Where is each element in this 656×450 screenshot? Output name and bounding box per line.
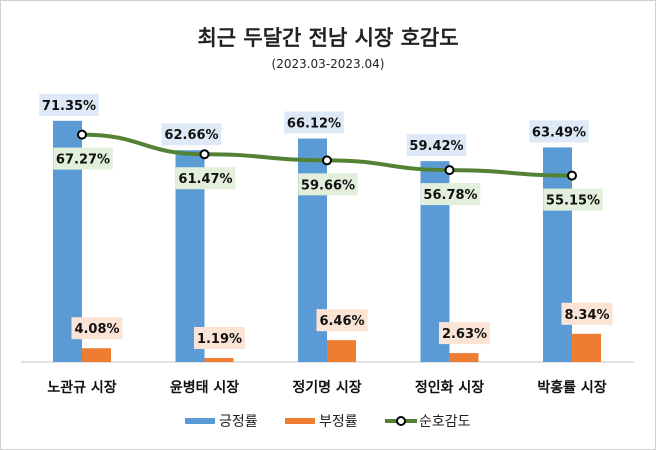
bar-negative bbox=[327, 340, 356, 362]
chart-subtitle: (2023.03-2023.04) bbox=[272, 57, 385, 71]
label-negative-bg bbox=[316, 309, 368, 332]
line-point bbox=[444, 165, 455, 176]
label-negative: 8.34% bbox=[564, 308, 609, 323]
legend-marker bbox=[396, 416, 406, 426]
label-net-bg bbox=[420, 183, 481, 206]
legend-label: 긍정률 bbox=[219, 414, 258, 430]
label-positive-bg bbox=[406, 134, 467, 157]
bar-negative bbox=[572, 333, 601, 362]
label-negative: 4.08% bbox=[74, 322, 119, 337]
category-label: 정인화 시장 bbox=[415, 379, 484, 396]
category-label: 박홍률 시장 bbox=[537, 379, 606, 396]
legend-swatch bbox=[185, 418, 215, 424]
label-negative: 6.46% bbox=[319, 314, 364, 329]
line-point bbox=[199, 149, 210, 160]
label-positive-bg bbox=[39, 93, 99, 116]
chart-title: 최근 두달간 전남 시장 호감도 bbox=[197, 26, 458, 50]
label-net-bg bbox=[175, 167, 236, 190]
legend: 긍정률 부정률 순호감도 bbox=[185, 414, 471, 430]
category-label: 노관규 시장 bbox=[47, 379, 116, 396]
label-net: 67.27% bbox=[56, 153, 110, 168]
legend-label: 순호감도 bbox=[419, 414, 471, 430]
legend-label: 부정률 bbox=[319, 414, 358, 430]
label-positive: 63.49% bbox=[532, 125, 586, 140]
label-positive: 66.12% bbox=[287, 117, 341, 132]
label-negative-bg bbox=[71, 317, 123, 340]
line-point bbox=[322, 155, 332, 166]
label-net: 56.78% bbox=[423, 188, 477, 203]
bar-negative bbox=[82, 348, 111, 362]
label-negative-bg bbox=[194, 326, 245, 349]
label-net-bg bbox=[53, 147, 113, 170]
label-net-bg bbox=[543, 188, 603, 211]
label-negative: 2.63% bbox=[442, 327, 487, 342]
category-label: 윤병태 시장 bbox=[170, 379, 239, 396]
line-point bbox=[77, 129, 87, 140]
label-positive-bg bbox=[529, 120, 589, 143]
bar-negative bbox=[449, 353, 479, 362]
label-positive-bg bbox=[161, 123, 222, 146]
legend-swatch bbox=[285, 418, 315, 424]
bar-positive bbox=[543, 147, 572, 362]
label-net-bg bbox=[298, 173, 358, 196]
label-positive: 71.35% bbox=[42, 99, 96, 114]
label-positive: 59.42% bbox=[409, 139, 463, 154]
line-point bbox=[567, 170, 577, 181]
bar-negative bbox=[204, 357, 234, 362]
label-positive: 62.66% bbox=[164, 128, 218, 143]
label-net: 61.47% bbox=[178, 172, 232, 187]
label-negative-bg bbox=[439, 322, 490, 345]
label-negative: 1.19% bbox=[197, 332, 242, 347]
label-positive-bg bbox=[284, 111, 344, 134]
label-negative-bg bbox=[561, 302, 613, 325]
label-net: 59.66% bbox=[301, 178, 355, 193]
label-net: 55.15% bbox=[546, 194, 600, 209]
category-label: 정기명 시장 bbox=[292, 379, 361, 396]
